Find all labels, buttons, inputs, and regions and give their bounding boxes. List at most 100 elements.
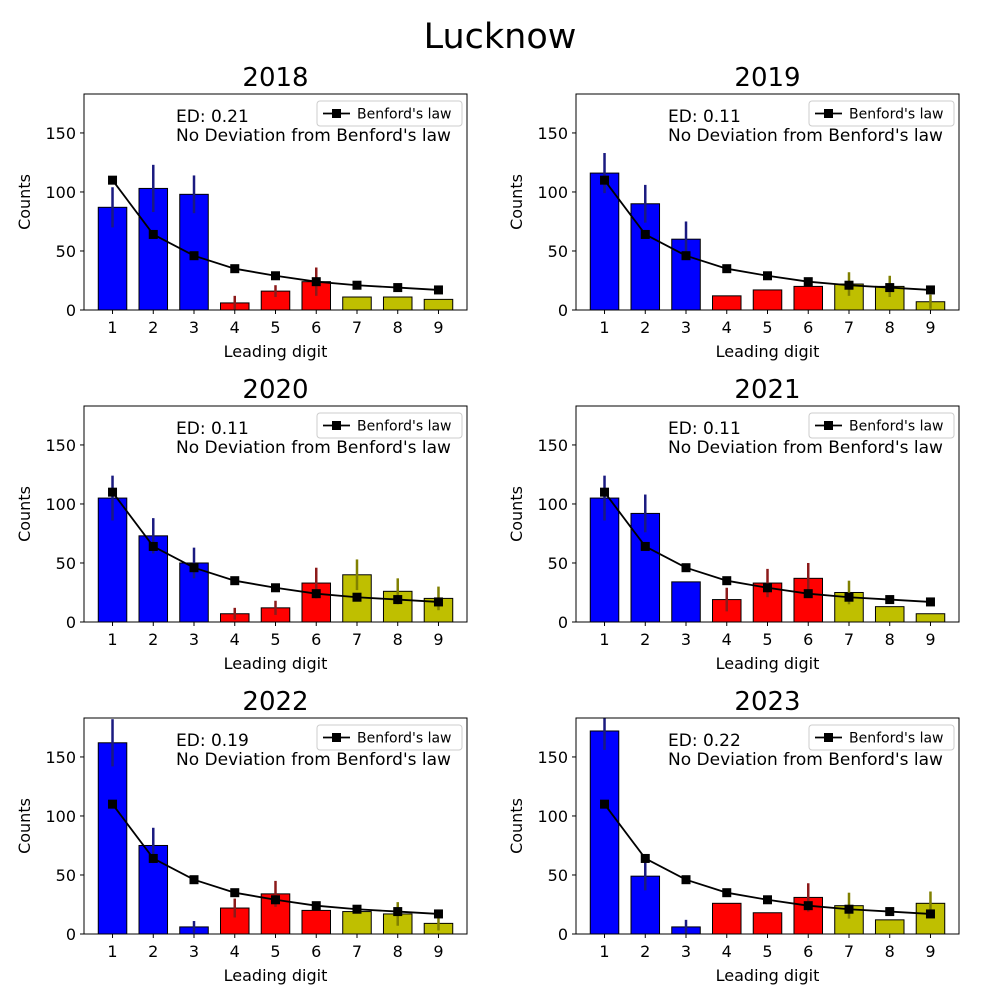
benford-marker-digit-1 — [108, 487, 118, 497]
legend-box — [316, 724, 463, 751]
panel-title: 2022 — [242, 687, 308, 717]
y-tick-label: 0 — [558, 301, 568, 320]
benford-marker-digit-3 — [681, 875, 691, 885]
x-tick-label: 1 — [599, 942, 609, 961]
bar-digit-4 — [711, 295, 742, 311]
y-tick-label: 0 — [66, 613, 76, 632]
y-tick-label: 50 — [548, 866, 568, 885]
y-tick-label: 100 — [537, 183, 568, 202]
x-tick-label: 2 — [640, 630, 650, 649]
benford-marker-digit-9 — [925, 285, 935, 295]
benford-marker-digit-4 — [230, 576, 240, 586]
legend-box — [316, 100, 463, 127]
panel-title: 2020 — [242, 375, 308, 405]
bar-digit-6 — [793, 285, 824, 311]
benford-marker-digit-7 — [844, 904, 854, 914]
x-tick-label: 7 — [844, 318, 854, 337]
benford-marker-digit-2 — [640, 541, 650, 551]
x-tick-label: 7 — [844, 942, 854, 961]
benford-marker-digit-2 — [640, 229, 650, 239]
benford-marker-digit-6 — [803, 277, 813, 287]
benford-marker-digit-1 — [600, 799, 610, 809]
benford-marker-digit-7 — [352, 904, 362, 914]
x-tick-label: 4 — [722, 942, 732, 961]
panel-2018: 2018 0 50 100 150 1 2 3 4 5 6 7 8 9 Leading digit Count… — [15, 63, 468, 361]
x-tick-label: 1 — [107, 942, 117, 961]
benford-marker-digit-9 — [925, 909, 935, 919]
bar-digit-8 — [874, 606, 905, 623]
y-axis-label: Counts — [15, 174, 34, 230]
benford-marker-digit-6 — [311, 277, 321, 287]
benford-marker-digit-5 — [271, 895, 280, 905]
legend-box — [808, 412, 955, 439]
deviation-annotation: No Deviation from Benford's law — [176, 126, 451, 146]
y-axis-label: Counts — [15, 486, 34, 542]
benford-marker-digit-9 — [925, 597, 935, 607]
y-tick-label: 50 — [56, 242, 76, 261]
x-tick-label: 6 — [803, 942, 813, 961]
bar-digit-7 — [342, 296, 372, 311]
x-tick-label: 3 — [189, 630, 199, 649]
deviation-annotation: No Deviation from Benford's law — [668, 126, 943, 146]
x-tick-label: 6 — [803, 630, 813, 649]
x-tick-label: 6 — [803, 318, 813, 337]
benford-marker-digit-8 — [393, 595, 403, 605]
x-tick-label: 5 — [270, 630, 280, 649]
y-tick-label: 0 — [66, 301, 76, 320]
benford-marker-digit-1 — [108, 175, 118, 185]
panel-title: 2021 — [734, 375, 800, 405]
bar-digit-9 — [915, 613, 946, 623]
x-tick-label: 6 — [311, 318, 321, 337]
panel-2022: 2022 0 50 100 150 1 2 3 4 5 6 7 8 9 Leading digit Count… — [15, 687, 468, 985]
bar-digit-1 — [589, 730, 620, 935]
ed-annotation: ED: 0.11 — [176, 419, 249, 439]
benford-marker-digit-4 — [230, 888, 240, 898]
x-tick-label: 2 — [148, 942, 158, 961]
y-tick-label: 150 — [45, 748, 76, 767]
benford-marker-digit-3 — [189, 875, 199, 885]
benford-marker-digit-2 — [148, 541, 158, 551]
benford-marker-digit-6 — [803, 589, 813, 599]
legend-box — [808, 724, 955, 751]
panel-2020: 2020 0 50 100 150 1 2 3 4 5 6 7 8 9 Leading digit Count… — [15, 375, 468, 673]
x-tick-label: 3 — [681, 318, 691, 337]
x-tick-label: 8 — [393, 942, 403, 961]
x-axis-label: Leading digit — [224, 966, 328, 985]
benford-marker-digit-8 — [885, 907, 895, 917]
benford-marker-digit-5 — [763, 271, 772, 281]
x-tick-label: 7 — [352, 942, 362, 961]
x-tick-label: 8 — [885, 942, 895, 961]
legend-box — [808, 100, 955, 127]
benford-marker-digit-8 — [393, 283, 403, 293]
x-tick-label: 3 — [681, 942, 691, 961]
x-tick-label: 8 — [885, 630, 895, 649]
x-axis-label: Leading digit — [224, 654, 328, 673]
benford-marker-digit-9 — [433, 909, 443, 919]
benford-marker-digit-4 — [230, 264, 240, 274]
x-tick-label: 1 — [107, 630, 117, 649]
x-axis-label: Leading digit — [716, 654, 820, 673]
legend: Benford's law — [808, 724, 955, 751]
benford-marker-digit-7 — [352, 280, 362, 290]
x-tick-label: 6 — [311, 630, 321, 649]
x-tick-label: 5 — [270, 318, 280, 337]
x-axis-label: Leading digit — [716, 966, 820, 985]
x-tick-label: 4 — [722, 630, 732, 649]
legend-marker — [332, 421, 341, 430]
y-tick-label: 150 — [537, 124, 568, 143]
benford-marker-digit-4 — [722, 888, 732, 898]
x-tick-label: 8 — [393, 630, 403, 649]
benford-marker-digit-1 — [108, 799, 118, 809]
y-tick-label: 100 — [45, 183, 76, 202]
benford-marker-digit-1 — [600, 175, 610, 185]
panel-2019: 2019 0 50 100 150 1 2 3 4 5 6 7 8 9 Leading digit Count… — [507, 63, 960, 361]
y-tick-label: 100 — [537, 495, 568, 514]
bar-digit-1 — [97, 742, 128, 935]
y-axis-label: Counts — [15, 798, 34, 854]
x-tick-label: 5 — [762, 942, 772, 961]
benford-marker-digit-6 — [311, 589, 321, 599]
ed-annotation: ED: 0.11 — [668, 107, 741, 127]
y-tick-label: 50 — [56, 866, 76, 885]
benford-marker-digit-7 — [352, 592, 362, 602]
x-axis-label: Leading digit — [224, 342, 328, 361]
